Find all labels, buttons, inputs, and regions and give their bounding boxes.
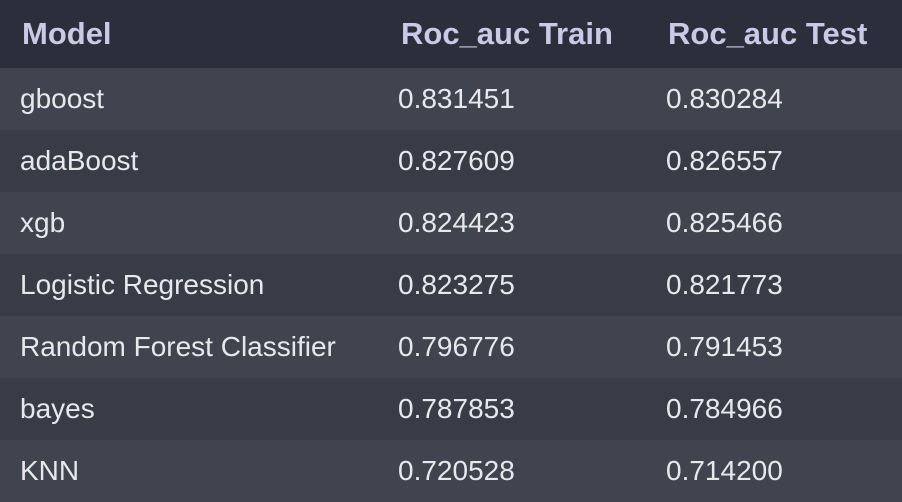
- cell-model: KNN: [20, 455, 80, 486]
- cell-train: 0.787853: [398, 393, 515, 424]
- header-roc-auc-test[interactable]: Roc_auc Test: [668, 16, 868, 51]
- cell-model: Random Forest Classifier: [20, 331, 336, 362]
- header-model[interactable]: Model: [22, 16, 112, 51]
- table-row: gboost 0.831451 0.830284: [0, 68, 902, 130]
- cell-train: 0.824423: [398, 207, 515, 238]
- cell-train: 0.831451: [398, 83, 515, 114]
- table-header: Model Roc_auc Train Roc_auc Test: [0, 0, 902, 68]
- cell-test: 0.830284: [666, 83, 783, 114]
- cell-test: 0.825466: [666, 207, 783, 238]
- cell-model: gboost: [20, 83, 105, 114]
- cell-model: xgb: [20, 207, 66, 238]
- table-row: Random Forest Classifier 0.796776 0.7914…: [0, 316, 902, 378]
- cell-model: bayes: [20, 393, 95, 424]
- cell-test: 0.714200: [666, 455, 783, 486]
- header-roc-auc-train[interactable]: Roc_auc Train: [401, 16, 613, 51]
- cell-model: Logistic Regression: [20, 269, 265, 300]
- table-row: KNN 0.720528 0.714200: [0, 440, 902, 502]
- cell-train: 0.720528: [398, 455, 515, 486]
- cell-train: 0.827609: [398, 145, 515, 176]
- cell-train: 0.823275: [398, 269, 515, 300]
- cell-model: adaBoost: [20, 145, 139, 176]
- cell-test: 0.791453: [666, 331, 783, 362]
- cell-test: 0.821773: [666, 269, 783, 300]
- table-row: adaBoost 0.827609 0.826557: [0, 130, 902, 192]
- cell-test: 0.826557: [666, 145, 783, 176]
- table-row: Logistic Regression 0.823275 0.821773: [0, 254, 902, 316]
- cell-train: 0.796776: [398, 331, 515, 362]
- table-row: xgb 0.824423 0.825466: [0, 192, 902, 254]
- table-row: bayes 0.787853 0.784966: [0, 378, 902, 440]
- cell-test: 0.784966: [666, 393, 783, 424]
